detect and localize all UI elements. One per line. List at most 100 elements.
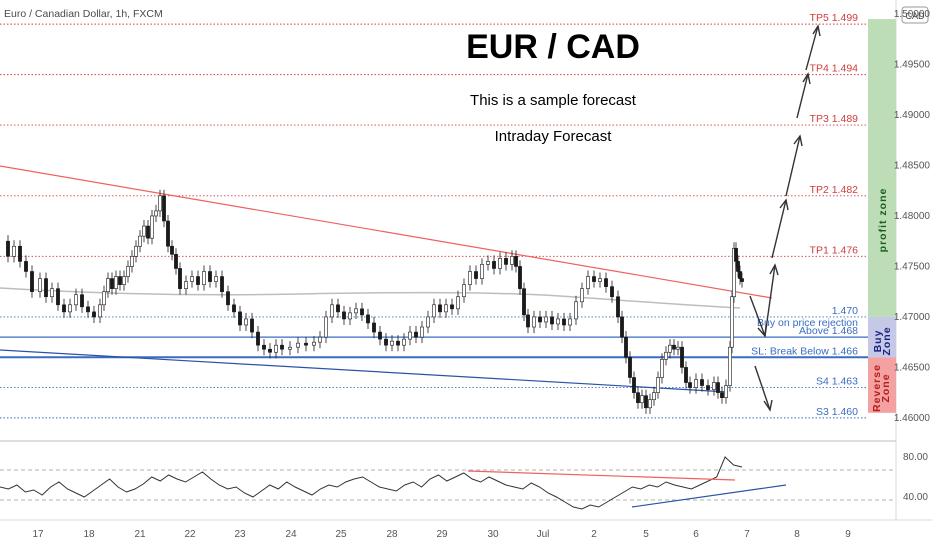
time-tick-9: 30 xyxy=(487,529,499,540)
level-label-0: TP5 1.499 xyxy=(810,12,859,24)
candle-body xyxy=(262,344,266,350)
candle-body xyxy=(604,278,608,287)
moving-average-line xyxy=(0,287,741,309)
price-tick-0: 1.46000 xyxy=(894,413,931,424)
candle-body xyxy=(280,344,284,350)
candle-body xyxy=(44,278,48,298)
candle-body xyxy=(268,348,272,353)
candle-body xyxy=(636,392,640,404)
time-tick-1: 18 xyxy=(83,529,95,540)
candle-body xyxy=(110,278,114,289)
candle-body xyxy=(24,261,28,272)
price-tick-3: 1.47500 xyxy=(894,261,931,272)
candle-body xyxy=(130,256,134,267)
time-tick-15: 8 xyxy=(794,529,800,540)
oscillator-pane xyxy=(0,456,896,510)
level-label-4: TP1 1.476 xyxy=(810,244,859,256)
candle-body xyxy=(146,225,150,239)
candle-body xyxy=(474,271,478,279)
candle-body xyxy=(6,240,10,257)
candle-body xyxy=(396,340,400,346)
candle-body xyxy=(432,304,436,318)
reverse-zone xyxy=(868,357,896,413)
candle-body xyxy=(220,276,224,292)
chart-subtitle: This is a sample forecast xyxy=(470,92,637,109)
candle-body xyxy=(250,318,254,333)
candle-body xyxy=(184,281,188,289)
candle-body xyxy=(68,304,72,313)
candle-body xyxy=(574,301,578,320)
candle-body xyxy=(390,340,394,346)
candle-body xyxy=(736,261,740,272)
forecast-arrow-up-1-head xyxy=(769,263,779,276)
main-pane-bg xyxy=(0,0,896,440)
time-tick-0: 17 xyxy=(32,529,44,540)
candle-body xyxy=(514,256,518,267)
price-tick-7: 1.49500 xyxy=(894,60,931,71)
oscillator-axis: 80.00 40.00 xyxy=(903,452,928,503)
candle-body xyxy=(648,399,652,409)
level-label-3: TP2 1.482 xyxy=(810,184,859,196)
buy-zone-label-2: Zone xyxy=(881,326,893,355)
candle-body xyxy=(56,288,60,306)
buy-zone-label-1: Buy xyxy=(872,330,884,353)
candle-body xyxy=(202,271,206,285)
candle-body xyxy=(102,291,106,306)
candle-body xyxy=(158,195,162,212)
candle-body xyxy=(408,331,412,340)
time-tick-13: 6 xyxy=(693,529,699,540)
candle-body xyxy=(288,346,292,350)
candle-body xyxy=(504,258,508,265)
price-axis[interactable]: 1.46000 1.46500 1.47000 1.47500 1.48000 1.485… xyxy=(894,9,931,424)
candle-body xyxy=(304,342,308,346)
candle-body xyxy=(402,338,406,346)
candle-body xyxy=(92,311,96,318)
candle-body xyxy=(244,318,248,326)
level-label-7: Above 1.468 xyxy=(799,325,858,337)
forecast-arrow-up-3 xyxy=(785,135,801,197)
candle-body xyxy=(190,276,194,282)
candle-body xyxy=(668,344,672,353)
candle-body xyxy=(444,304,448,313)
time-tick-5: 24 xyxy=(285,529,297,540)
candle-body xyxy=(360,308,364,316)
candle-body xyxy=(532,316,536,328)
candle-body xyxy=(598,278,602,282)
osc-red-trendline xyxy=(467,470,736,481)
forecast-arrow-up-2-head xyxy=(779,198,789,211)
candle-body xyxy=(556,318,560,325)
time-tick-16: 9 xyxy=(845,529,851,540)
forecast-arrow-up-5 xyxy=(805,25,819,71)
candle-body xyxy=(86,306,90,313)
candle-body xyxy=(318,336,322,343)
profit-zone xyxy=(868,19,896,317)
time-tick-3: 22 xyxy=(184,529,196,540)
osc-tick-0: 80.00 xyxy=(903,452,928,463)
candle-body xyxy=(208,271,212,282)
level-label-10: S3 1.460 xyxy=(816,406,858,418)
candle-body xyxy=(354,308,358,314)
forecast-arrows xyxy=(749,24,821,412)
candle-body xyxy=(522,288,526,316)
profit-zone-label: profit zone xyxy=(877,188,889,253)
blue-trendline xyxy=(0,349,729,393)
candle-body xyxy=(716,382,720,393)
candle-body xyxy=(342,311,346,320)
candle-body xyxy=(456,296,460,310)
forecast-arrow-up-5-head xyxy=(812,24,821,37)
time-axis[interactable]: 17 18 21 22 23 24 25 28 29 30 Jul 2 5 6 7 8 9 xyxy=(32,529,851,540)
candle-body xyxy=(166,220,170,247)
chart-title: EUR / CAD xyxy=(466,28,640,66)
forecast-arrow-up-4 xyxy=(796,73,809,119)
candle-body xyxy=(624,336,628,358)
candle-body xyxy=(366,314,370,324)
candle-body xyxy=(122,276,126,285)
candle-body xyxy=(138,235,142,247)
forecast-arrow-down-2-head xyxy=(763,399,773,412)
candle-body xyxy=(620,316,624,338)
currency-badge[interactable] xyxy=(901,6,929,24)
candle-body xyxy=(688,382,692,388)
candle-body xyxy=(426,316,430,328)
candle-body xyxy=(672,344,676,350)
